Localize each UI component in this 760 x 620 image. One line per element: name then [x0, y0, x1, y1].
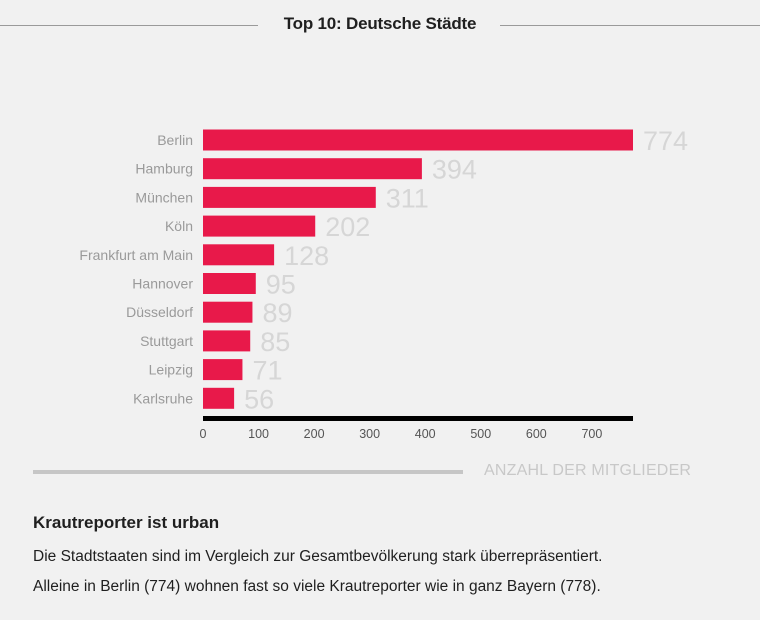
- bar-group-berlin: Berlin 774: [157, 126, 688, 156]
- bar: [203, 129, 633, 151]
- value-label: 394: [432, 155, 477, 185]
- note-line-2: Alleine in Berlin (774) wohnen fast so v…: [33, 578, 601, 595]
- value-label: 89: [262, 298, 292, 328]
- x-axis: 0 100 200 300 400 500 600 700: [200, 416, 633, 441]
- bar-group-dusseldorf: Düsseldorf 89: [126, 298, 292, 328]
- title-rule-left: [0, 25, 258, 26]
- note-line-1: Die Stadtstaaten sind im Vergleich zur G…: [33, 548, 603, 565]
- x-axis-label: ANZAHL DER MITGLIEDER: [484, 462, 692, 479]
- value-label: 71: [252, 356, 282, 386]
- bar: [203, 215, 316, 237]
- bar-group-hamburg: Hamburg 394: [135, 155, 477, 185]
- title-rule-right: [500, 25, 760, 26]
- bar: [203, 330, 251, 352]
- value-label: 774: [643, 126, 688, 156]
- category-label: Karlsruhe: [133, 390, 193, 406]
- bar: [203, 273, 256, 294]
- value-label: 202: [325, 212, 370, 242]
- bar: [203, 244, 275, 266]
- x-tick-label: 500: [470, 427, 491, 441]
- category-label: München: [135, 189, 193, 205]
- chart-title-row: Top 10: Deutsche Städte: [0, 12, 760, 40]
- bar-group-hannover: Hannover 95: [132, 270, 296, 300]
- value-label: 85: [260, 327, 290, 357]
- value-label: 128: [284, 241, 329, 271]
- value-label: 56: [244, 384, 274, 414]
- category-label: Hannover: [132, 276, 193, 292]
- category-label: Stuttgart: [140, 333, 193, 349]
- chart-title: Top 10: Deutsche Städte: [283, 14, 477, 33]
- note-heading: Krautreporter ist urban: [33, 513, 220, 532]
- bar: [203, 186, 376, 208]
- x-tick-label: 700: [581, 427, 602, 441]
- bar: [203, 387, 235, 409]
- x-tick-label: 0: [200, 427, 207, 441]
- bar: [203, 359, 243, 381]
- x-tick-label: 300: [359, 427, 380, 441]
- bar-group-leipzig: Leipzig 71: [149, 356, 283, 386]
- bar-group-munchen: München 311: [135, 183, 428, 213]
- bar-group-karlsruhe: Karlsruhe 56: [133, 384, 274, 414]
- x-tick-label: 100: [248, 427, 269, 441]
- value-label: 311: [386, 183, 429, 213]
- bar: [203, 158, 422, 180]
- value-label: 95: [266, 270, 296, 300]
- bar-group-koln: Köln 202: [165, 212, 370, 242]
- category-label: Berlin: [157, 132, 193, 148]
- category-label: Köln: [165, 218, 193, 234]
- x-axis-line: [203, 416, 633, 421]
- category-label: Frankfurt am Main: [79, 247, 193, 263]
- x-tick-label: 600: [526, 427, 547, 441]
- bar: [203, 301, 253, 323]
- x-tick-label: 400: [415, 427, 436, 441]
- category-label: Leipzig: [149, 362, 193, 378]
- bar-group-frankfurt-am-main: Frankfurt am Main 128: [79, 241, 329, 271]
- x-tick-label: 200: [304, 427, 325, 441]
- x-axis-label-rule: [33, 470, 463, 474]
- bar-group-stuttgart: Stuttgart 85: [140, 327, 290, 357]
- category-label: Hamburg: [135, 161, 193, 177]
- category-label: Düsseldorf: [126, 304, 193, 320]
